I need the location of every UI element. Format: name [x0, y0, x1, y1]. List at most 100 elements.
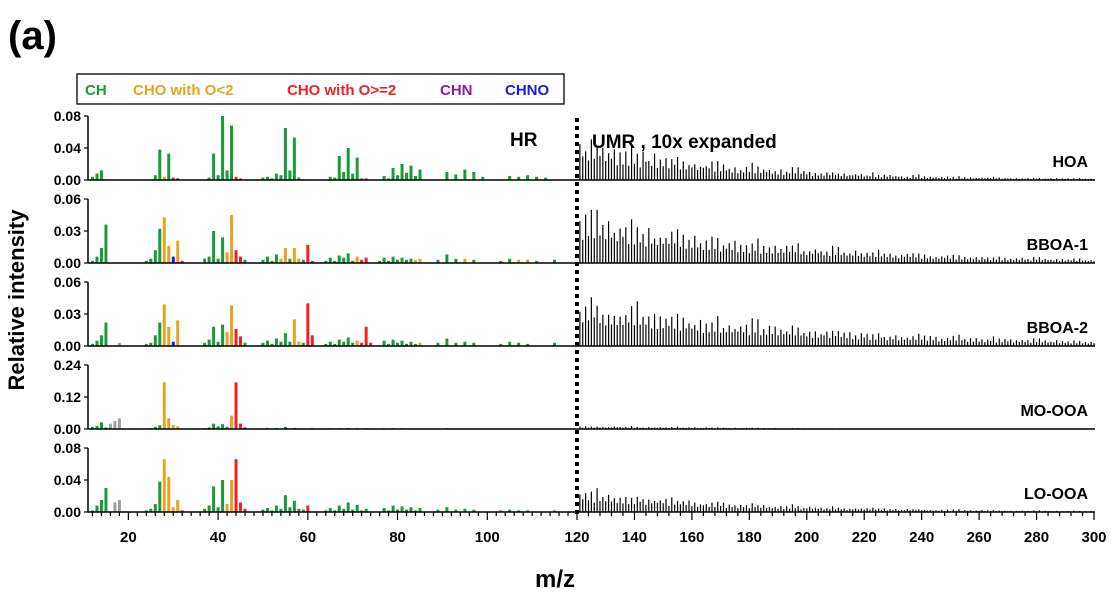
umr-bar-bboa-1-mz189: [774, 245, 776, 263]
bar-lo-ooa-mz24: [144, 510, 148, 512]
umr-bar-bboa-1-mz239: [918, 253, 920, 263]
bar-bboa-1-mz67: [337, 255, 341, 263]
umr-bar-bboa-2-mz187: [768, 325, 771, 346]
bar-bboa-2-mz14: [99, 335, 103, 346]
umr-bar-lo-ooa-mz225: [877, 508, 880, 512]
factor-label-bboa-2: BBOA-2: [1027, 320, 1088, 337]
bar-lo-ooa-mz81: [400, 506, 404, 512]
bar-hoa-mz42: [225, 170, 229, 180]
umr-bar-lo-ooa-mz195: [791, 504, 794, 512]
bar-hoa-mz73: [364, 178, 368, 180]
factor-label-mo-ooa: MO-OOA: [1020, 403, 1088, 420]
umr-bar-hoa-mz259: [975, 177, 977, 180]
y-tick-label: 0.06: [54, 191, 81, 207]
bar-hoa-mz84: [413, 176, 417, 180]
umr-bar-lo-ooa-mz124: [587, 500, 590, 512]
umr-bar-hoa-mz285: [1050, 178, 1052, 180]
umr-bar-bboa-1-mz129: [602, 224, 604, 263]
bar-bboa-1-mz111: [535, 260, 539, 263]
umr-bar-bboa-2-mz175: [734, 328, 736, 346]
y-tick-label: 0.00: [54, 504, 81, 520]
umr-bar-hoa-mz266: [995, 178, 997, 180]
umr-bar-bboa-1-mz293: [1073, 258, 1075, 263]
umr-bar-mo-ooa-mz128: [599, 427, 601, 429]
umr-bar-bboa-1-mz229: [889, 253, 891, 263]
bar-bboa-2-mz58: [297, 341, 301, 346]
umr-bar-bboa-1-mz251: [952, 254, 954, 263]
umr-bar-hoa-mz260: [978, 178, 980, 180]
umr-bar-bboa-2-mz247: [941, 338, 943, 346]
umr-bar-lo-ooa-mz241: [923, 510, 926, 512]
bar-lo-ooa-mz73: [364, 508, 368, 512]
umr-bar-bboa-1-mz252: [955, 259, 957, 263]
umr-bar-bboa-1-mz126: [593, 238, 595, 263]
umr-bar-bboa-1-mz284: [1047, 259, 1049, 263]
umr-bar-bboa-1-mz174: [731, 249, 733, 263]
umr-bar-lo-ooa-mz263: [987, 510, 989, 512]
umr-bar-hoa-mz122: [582, 156, 584, 180]
bar-hoa-mz68: [342, 172, 346, 180]
umr-bar-hoa-mz206: [823, 175, 825, 180]
umr-bar-bboa-1-mz195: [791, 245, 794, 263]
umr-bar-hoa-mz140: [633, 163, 636, 180]
umr-bar-bboa-1-mz240: [921, 258, 923, 263]
umr-bar-bboa-1-mz150: [662, 243, 664, 263]
bar-lo-ooa-mz51: [265, 508, 269, 512]
umr-bar-bboa-1-mz238: [915, 257, 917, 263]
umr-bar-bboa-1-mz224: [875, 256, 877, 263]
umr-bar-bboa-1-mz199: [803, 251, 805, 263]
umr-bar-bboa-1-mz287: [1056, 258, 1058, 263]
x-tick-label: 140: [622, 529, 647, 546]
bar-lo-ooa-mz50: [261, 509, 265, 512]
bar-mo-ooa-mz45: [239, 423, 243, 429]
umr-bar-bboa-2-mz234: [903, 339, 906, 346]
umr-bar-bboa-2-mz140: [633, 325, 636, 346]
umr-bar-lo-ooa-mz193: [786, 506, 788, 512]
umr-bar-bboa-2-mz263: [987, 339, 989, 346]
umr-bar-bboa-2-mz224: [875, 339, 877, 346]
umr-bar-hoa-mz258: [972, 178, 974, 180]
bar-lo-ooa-mz64: [324, 510, 328, 512]
umr-bar-hoa-mz189: [774, 171, 776, 180]
umr-bar-lo-ooa-mz223: [872, 507, 874, 512]
umr-bar-lo-ooa-mz205: [820, 507, 822, 512]
umr-bar-hoa-mz236: [909, 177, 911, 180]
umr-bar-hoa-mz145: [648, 161, 650, 180]
bar-hoa-mz12: [90, 176, 94, 180]
umr-bar-bboa-2-mz134: [616, 324, 618, 346]
umr-bar-lo-ooa-mz222: [869, 509, 871, 512]
umr-bar-bboa-2-mz190: [777, 335, 779, 346]
umr-bar-hoa-mz262: [984, 178, 986, 180]
umr-bar-bboa-1-mz198: [800, 254, 802, 263]
umr-bar-hoa-mz252: [955, 178, 957, 180]
bar-lo-ooa-mz17: [113, 502, 117, 512]
bar-bboa-2-mz89: [436, 342, 440, 346]
bar-mo-ooa-mz15: [104, 427, 108, 429]
legend-box: [76, 73, 565, 105]
bar-hoa-mz41: [221, 116, 225, 180]
bar-bboa-1-mz95: [463, 258, 467, 263]
umr-bar-bboa-1-mz162: [697, 247, 699, 263]
bar-lo-ooa-mz27: [158, 481, 162, 512]
bar-lo-ooa-mz12: [90, 510, 94, 512]
umr-bar-hoa-mz211: [837, 173, 839, 180]
umr-bar-hoa-mz203: [814, 173, 816, 180]
umr-bar-hoa-mz221: [866, 175, 868, 180]
umr-bar-bboa-2-mz285: [1050, 341, 1052, 346]
umr-bar-lo-ooa-mz190: [777, 508, 779, 512]
umr-bar-bboa-2-mz274: [1018, 341, 1020, 346]
umr-bar-bboa-1-mz153: [671, 231, 673, 263]
umr-bar-bboa-2-mz290: [1064, 342, 1066, 346]
umr-bar-lo-ooa-mz139: [630, 497, 633, 512]
bar-bboa-1-mz31: [176, 240, 180, 263]
umr-bar-bboa-1-mz221: [866, 252, 868, 263]
umr-bar-bboa-2-mz146: [651, 328, 653, 346]
umr-bar-bboa-1-mz182: [754, 250, 756, 263]
umr-bar-bboa-1-mz267: [998, 256, 1000, 263]
umr-bar-lo-ooa-mz146: [651, 503, 653, 512]
y-tick-label: 0.04: [54, 472, 81, 488]
umr-bar-hoa-mz210: [834, 174, 837, 180]
umr-bar-bboa-2-mz147: [653, 313, 656, 346]
umr-bar-bboa-1-mz141: [636, 227, 638, 263]
bar-hoa-mz66: [333, 177, 337, 180]
